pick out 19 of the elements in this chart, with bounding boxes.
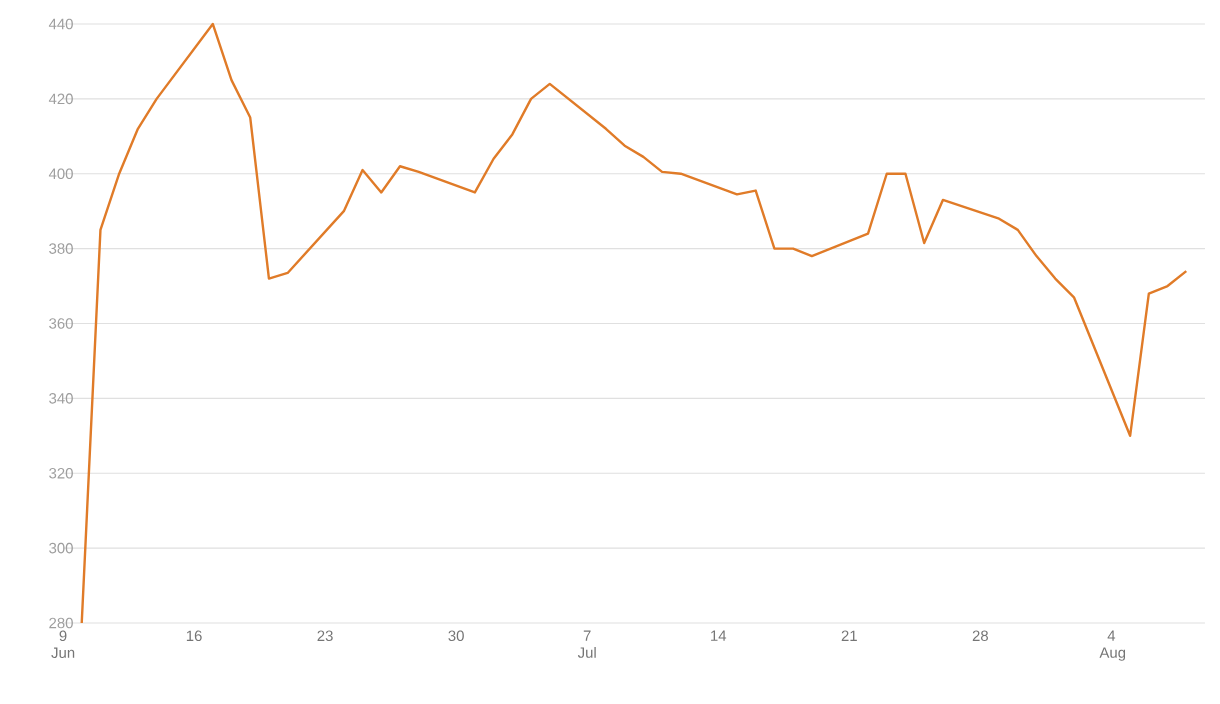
x-tick-label: 7 Jul <box>577 630 596 658</box>
y-tick-label: 400 <box>48 168 73 180</box>
x-tick-label: 14 <box>711 630 727 641</box>
line-series <box>80 22 1188 625</box>
y-tick-label: 280 <box>49 617 73 629</box>
x-tick-label: 16 <box>186 630 202 642</box>
y-tick-label: 440 <box>48 18 73 30</box>
x-tick-label: 30 <box>448 630 464 642</box>
y-tick-label: 360 <box>49 318 73 329</box>
x-tick-label: 28 <box>972 630 988 642</box>
x-tick-label: 4 Aug <box>1099 630 1126 661</box>
y-tick-label: 420 <box>48 93 73 105</box>
y-tick-label: 320 <box>49 467 73 479</box>
x-tick-label: 23 <box>317 630 333 642</box>
y-tick-label: 380 <box>49 243 73 254</box>
x-tick-label: 21 <box>841 630 857 641</box>
y-tick-label: 300 <box>49 542 73 554</box>
x-tick-label: 9 Jun <box>51 630 75 659</box>
y-tick-label: 340 <box>49 393 73 404</box>
